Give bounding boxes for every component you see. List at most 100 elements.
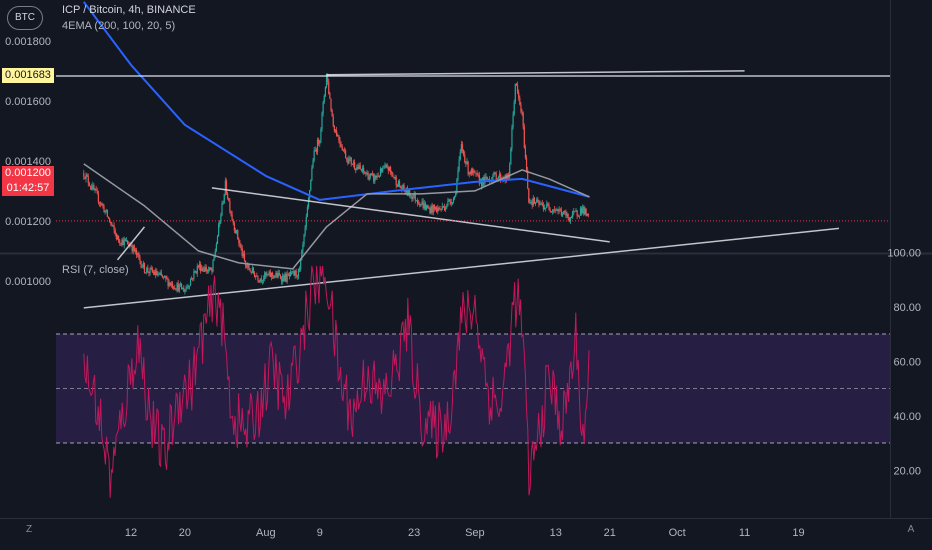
candle-body <box>123 239 125 246</box>
candle-body <box>450 201 452 204</box>
candle-body <box>438 207 440 209</box>
candle-body <box>371 173 374 175</box>
candle-body <box>186 286 188 289</box>
candle-body <box>306 207 309 217</box>
candle-body <box>340 144 342 147</box>
candle-body <box>448 199 450 201</box>
candle-body <box>531 201 533 206</box>
candle-body <box>179 283 182 285</box>
time-tick-label: Oct <box>669 527 686 539</box>
candle-body <box>248 264 250 270</box>
candle-body <box>585 208 587 217</box>
candle-body <box>373 174 375 182</box>
candle-body <box>158 273 160 275</box>
candle-body <box>140 261 142 268</box>
candle-body <box>521 111 523 113</box>
ema-200-line <box>82 1 590 201</box>
rsi-legend: RSI (7, close) <box>62 264 129 276</box>
rsi-tick-label: 80.00 <box>893 302 921 314</box>
candle-body <box>552 209 555 211</box>
candle-body <box>415 200 418 202</box>
candle-body <box>214 250 216 256</box>
candle-body <box>309 190 311 198</box>
candle-body <box>165 275 167 279</box>
candle-body <box>310 180 312 191</box>
candle-body <box>327 73 329 82</box>
candle-body <box>110 222 112 224</box>
candle-body <box>250 271 252 274</box>
candle-body <box>255 275 257 278</box>
candle-body <box>295 270 297 276</box>
candle-body <box>280 278 283 282</box>
candle-body <box>539 203 541 205</box>
candle-body <box>509 164 511 178</box>
candle-body <box>109 218 111 223</box>
candle-body <box>354 162 356 169</box>
candle-body <box>261 280 264 282</box>
candle-body <box>573 211 575 213</box>
candle-body <box>321 113 323 130</box>
candle-body <box>388 166 391 171</box>
price-tick-label: 0.001000 <box>5 276 51 288</box>
candle-body <box>472 169 474 173</box>
candle-body <box>519 97 521 105</box>
candle-body <box>518 92 520 98</box>
candle-body <box>557 209 559 212</box>
candle-body <box>269 271 271 277</box>
candle-body <box>282 275 284 282</box>
candle-body <box>458 159 460 170</box>
candle-body <box>249 269 251 272</box>
candle-body <box>174 287 176 290</box>
candle-body <box>315 149 317 152</box>
candle-body <box>339 140 341 145</box>
candle-body <box>577 215 579 217</box>
candle-body <box>527 170 529 189</box>
candle-body <box>205 267 207 271</box>
candle-body <box>222 202 224 204</box>
candle-body <box>525 157 528 171</box>
candle-body <box>236 230 238 233</box>
candle-body <box>587 213 589 216</box>
auto-scale-button[interactable]: A <box>907 524 915 535</box>
zoom-scale-button[interactable]: Z <box>25 524 33 535</box>
descending-trendline <box>211 187 610 243</box>
candle-body <box>524 147 527 158</box>
candle-body <box>337 135 339 137</box>
candle-body <box>118 236 120 241</box>
candle-body <box>374 175 376 182</box>
candle-body <box>395 176 397 186</box>
candle-body <box>323 95 325 102</box>
time-tick-label: 9 <box>317 527 323 539</box>
candle-body <box>330 98 332 111</box>
candle-body <box>378 176 380 178</box>
candle-body <box>231 214 233 221</box>
candle-body <box>494 172 496 174</box>
candle-body <box>389 166 392 172</box>
candle-body <box>294 270 296 276</box>
candle-body <box>560 210 562 216</box>
candle-body <box>463 149 465 155</box>
candle-body <box>144 272 147 274</box>
candle-body <box>301 250 303 261</box>
candle-body <box>216 236 219 245</box>
candle-body <box>285 273 287 282</box>
time-tick-label: 11 <box>739 527 750 539</box>
candle-body <box>542 205 545 210</box>
candle-body <box>89 186 92 188</box>
candle-body <box>513 102 515 115</box>
candle-body <box>574 211 576 213</box>
candle-body <box>228 198 230 201</box>
candle-body <box>351 163 353 165</box>
candle-body <box>227 193 229 199</box>
candle-body <box>105 209 107 211</box>
candle-body <box>253 273 256 278</box>
candle-body <box>319 141 321 144</box>
candle-body <box>409 189 411 197</box>
candle-body <box>124 239 126 241</box>
candle-body <box>135 250 138 255</box>
time-tick-label: 23 <box>408 527 420 539</box>
candle-body <box>481 179 483 187</box>
candle-body <box>449 199 451 202</box>
currency-badge[interactable]: BTC <box>7 6 43 30</box>
